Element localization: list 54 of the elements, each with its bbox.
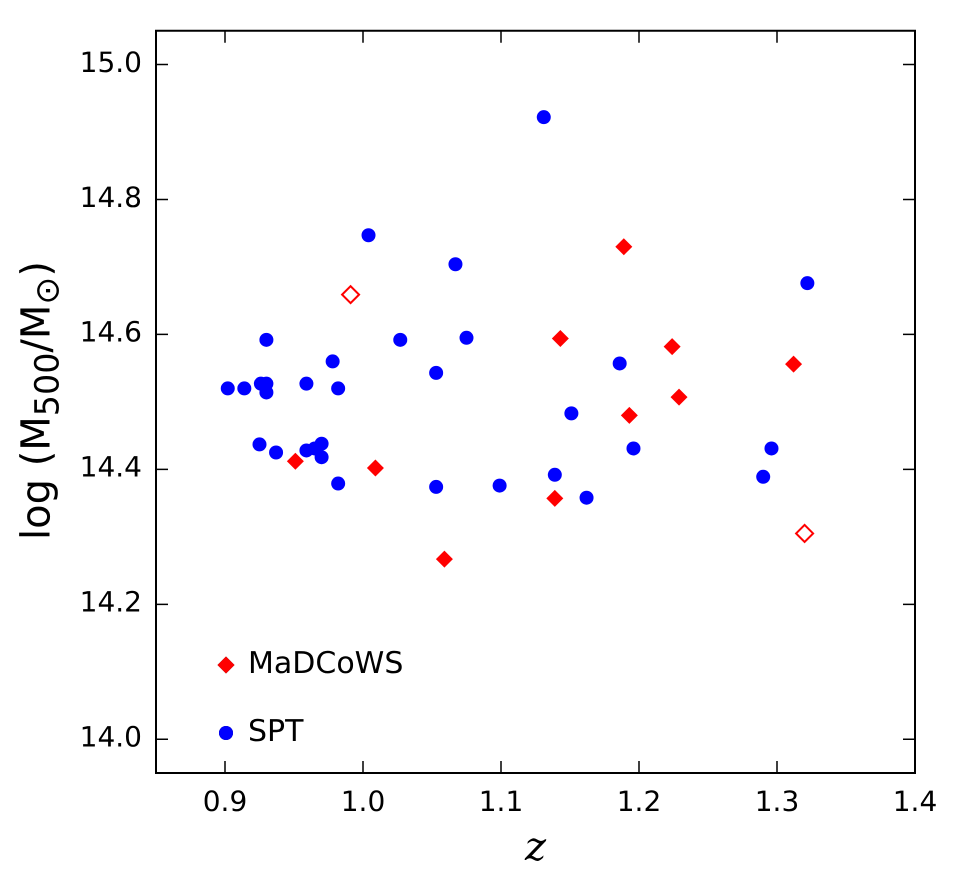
- point: [362, 228, 376, 242]
- point: [237, 381, 252, 396]
- point: [536, 110, 551, 124]
- point: [764, 441, 778, 456]
- point: [626, 441, 640, 456]
- point: [326, 354, 340, 368]
- point: [580, 490, 594, 505]
- point: [552, 330, 569, 347]
- x-tick-label: 0.9: [202, 785, 248, 818]
- x-tick-label: 1.0: [340, 785, 386, 818]
- legend-label: MaDCoWS: [248, 646, 404, 681]
- point: [331, 381, 346, 396]
- y-tick-label: 14.2: [80, 586, 142, 619]
- x-axis-title: z: [524, 824, 548, 870]
- point: [460, 330, 474, 345]
- point: [331, 476, 346, 491]
- y-tick-label: 14.4: [80, 450, 142, 484]
- point: [341, 285, 360, 304]
- point: [612, 356, 627, 370]
- x-tick-label: 1.2: [616, 785, 662, 818]
- point: [615, 238, 632, 256]
- point: [795, 524, 814, 543]
- point: [314, 436, 329, 451]
- legend-label: SPT: [248, 714, 304, 749]
- point: [429, 480, 444, 494]
- point: [269, 446, 284, 460]
- y-tick-label: 14.8: [80, 180, 142, 214]
- point: [548, 468, 562, 482]
- point: [670, 388, 688, 406]
- x-tick-label: 1.1: [478, 785, 524, 818]
- point: [220, 381, 235, 396]
- x-tick-label: 1.3: [754, 785, 800, 818]
- point: [785, 356, 802, 373]
- point: [492, 478, 507, 493]
- point: [393, 332, 408, 347]
- point: [366, 460, 384, 477]
- point: [800, 276, 814, 290]
- point: [546, 490, 564, 507]
- point: [314, 450, 329, 464]
- y-tick-label: 14.0: [80, 720, 142, 754]
- point: [259, 332, 274, 347]
- point: [664, 338, 681, 356]
- point: [564, 406, 578, 420]
- point: [436, 550, 453, 568]
- point: [756, 470, 770, 484]
- point: [299, 376, 314, 391]
- point: [252, 437, 266, 452]
- y-tick-label: 14.6: [80, 316, 142, 349]
- point: [429, 366, 444, 380]
- y-tick-label: 15.0: [80, 46, 142, 79]
- point: [286, 452, 304, 470]
- x-tick-label: 1.4: [892, 785, 938, 818]
- point: [448, 257, 462, 272]
- point: [620, 406, 638, 424]
